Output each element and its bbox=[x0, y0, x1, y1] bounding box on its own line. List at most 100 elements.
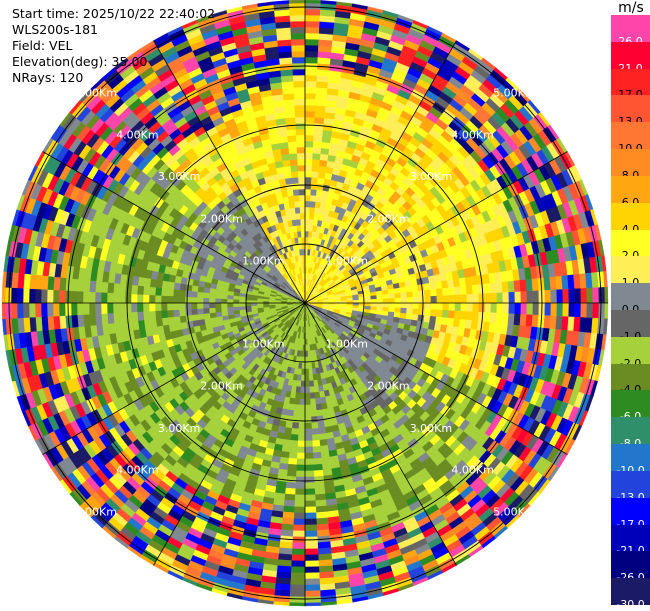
velocity-gate bbox=[575, 303, 581, 317]
velocity-gate bbox=[167, 296, 173, 303]
velocity-gate bbox=[305, 75, 317, 81]
velocity-gate bbox=[406, 308, 413, 314]
velocity-gate bbox=[286, 476, 296, 483]
velocity-gate bbox=[503, 303, 509, 314]
velocity-gate bbox=[316, 87, 328, 94]
velocity-gate bbox=[291, 428, 298, 435]
velocity-gate bbox=[59, 316, 66, 329]
velocity-gate bbox=[305, 387, 310, 393]
velocity-gate bbox=[308, 363, 312, 369]
velocity-gate bbox=[203, 308, 209, 314]
velocity-gate bbox=[83, 280, 90, 292]
velocity-gate bbox=[508, 314, 515, 325]
velocity-gate bbox=[297, 453, 305, 459]
velocity-gate bbox=[53, 303, 59, 316]
velocity-gate bbox=[185, 291, 191, 298]
velocity-gate bbox=[305, 117, 315, 123]
velocity-gate bbox=[544, 277, 551, 290]
velocity-gate bbox=[311, 416, 318, 422]
velocity-gate bbox=[305, 159, 313, 165]
velocity-gate bbox=[491, 293, 497, 303]
velocity-gate bbox=[143, 295, 149, 304]
velocity-gate bbox=[320, 445, 328, 452]
velocity-gate bbox=[310, 393, 315, 399]
velocity-gate bbox=[311, 189, 317, 195]
velocity-gate bbox=[389, 307, 395, 312]
velocity-gate bbox=[605, 303, 608, 319]
velocity-gate bbox=[155, 287, 162, 295]
velocity-gate bbox=[305, 105, 315, 111]
velocity-gate bbox=[467, 303, 473, 312]
velocity-gate bbox=[305, 477, 314, 483]
velocity-gate bbox=[377, 303, 383, 307]
velocity-gate bbox=[309, 369, 313, 375]
velocity-gate bbox=[186, 284, 193, 291]
velocity-gate bbox=[155, 295, 161, 303]
velocity-gate bbox=[287, 464, 296, 471]
velocity-gate bbox=[496, 282, 503, 293]
velocity-gate bbox=[305, 567, 319, 573]
velocity-gate bbox=[173, 303, 179, 310]
velocity-gate bbox=[47, 276, 54, 290]
velocity-gate bbox=[305, 93, 316, 99]
velocity-gate bbox=[313, 452, 321, 459]
velocity-gate bbox=[174, 316, 181, 323]
velocity-gate bbox=[292, 555, 306, 561]
velocity-gate bbox=[313, 153, 321, 160]
velocity-gate bbox=[41, 275, 48, 289]
velocity-gate bbox=[484, 284, 491, 294]
velocity-gate bbox=[425, 296, 431, 303]
velocity-gate bbox=[305, 405, 311, 411]
velocity-gate bbox=[371, 303, 377, 307]
velocity-gate bbox=[95, 292, 101, 303]
velocity-gate bbox=[287, 470, 296, 477]
velocity-gate bbox=[448, 287, 455, 295]
velocity-gate bbox=[545, 290, 551, 303]
velocity-gate bbox=[285, 488, 295, 495]
velocity-gate bbox=[119, 284, 126, 294]
velocity-gate bbox=[296, 381, 301, 387]
velocity-gate bbox=[461, 295, 467, 304]
velocity-gate bbox=[460, 286, 467, 295]
velocity-gate bbox=[101, 313, 108, 324]
velocity-gate bbox=[455, 303, 461, 311]
velocity-gate bbox=[131, 303, 137, 312]
velocity-gate bbox=[315, 398, 321, 405]
velocity-gate bbox=[365, 296, 371, 300]
velocity-gate bbox=[71, 291, 77, 303]
velocity-gate bbox=[289, 446, 297, 453]
velocity-gate bbox=[119, 303, 125, 313]
velocity-gate bbox=[447, 280, 454, 288]
velocity-gate bbox=[95, 281, 102, 292]
velocity-gate bbox=[557, 303, 563, 317]
velocity-gate bbox=[286, 482, 296, 489]
velocity-gate bbox=[400, 287, 407, 293]
velocity-gate bbox=[210, 312, 217, 318]
velocity-gate bbox=[442, 288, 449, 296]
velocity-gate bbox=[296, 465, 305, 471]
velocity-gate bbox=[305, 489, 315, 495]
velocity-gate bbox=[292, 543, 305, 549]
velocity-gate bbox=[215, 303, 221, 308]
velocity-gate bbox=[161, 310, 168, 318]
velocity-gate bbox=[41, 289, 47, 303]
velocity-gate bbox=[300, 399, 305, 405]
velocity-gate bbox=[53, 290, 59, 303]
velocity-gate bbox=[309, 213, 314, 219]
velocity-gate bbox=[305, 195, 311, 201]
velocity-gate bbox=[77, 279, 84, 291]
velocity-gate bbox=[125, 312, 132, 322]
velocity-gate bbox=[418, 284, 425, 291]
velocity-gate bbox=[174, 282, 181, 289]
velocity-gate bbox=[315, 488, 325, 495]
velocity-gate bbox=[437, 303, 443, 310]
velocity-gate bbox=[291, 567, 305, 573]
velocity-gate bbox=[305, 171, 312, 177]
velocity-gate bbox=[89, 303, 95, 314]
velocity-gate bbox=[17, 288, 23, 303]
velocity-gate bbox=[305, 87, 316, 93]
velocity-gate bbox=[305, 27, 319, 33]
velocity-gate bbox=[197, 303, 203, 309]
velocity-gate bbox=[290, 579, 305, 585]
velocity-gate bbox=[89, 292, 95, 303]
